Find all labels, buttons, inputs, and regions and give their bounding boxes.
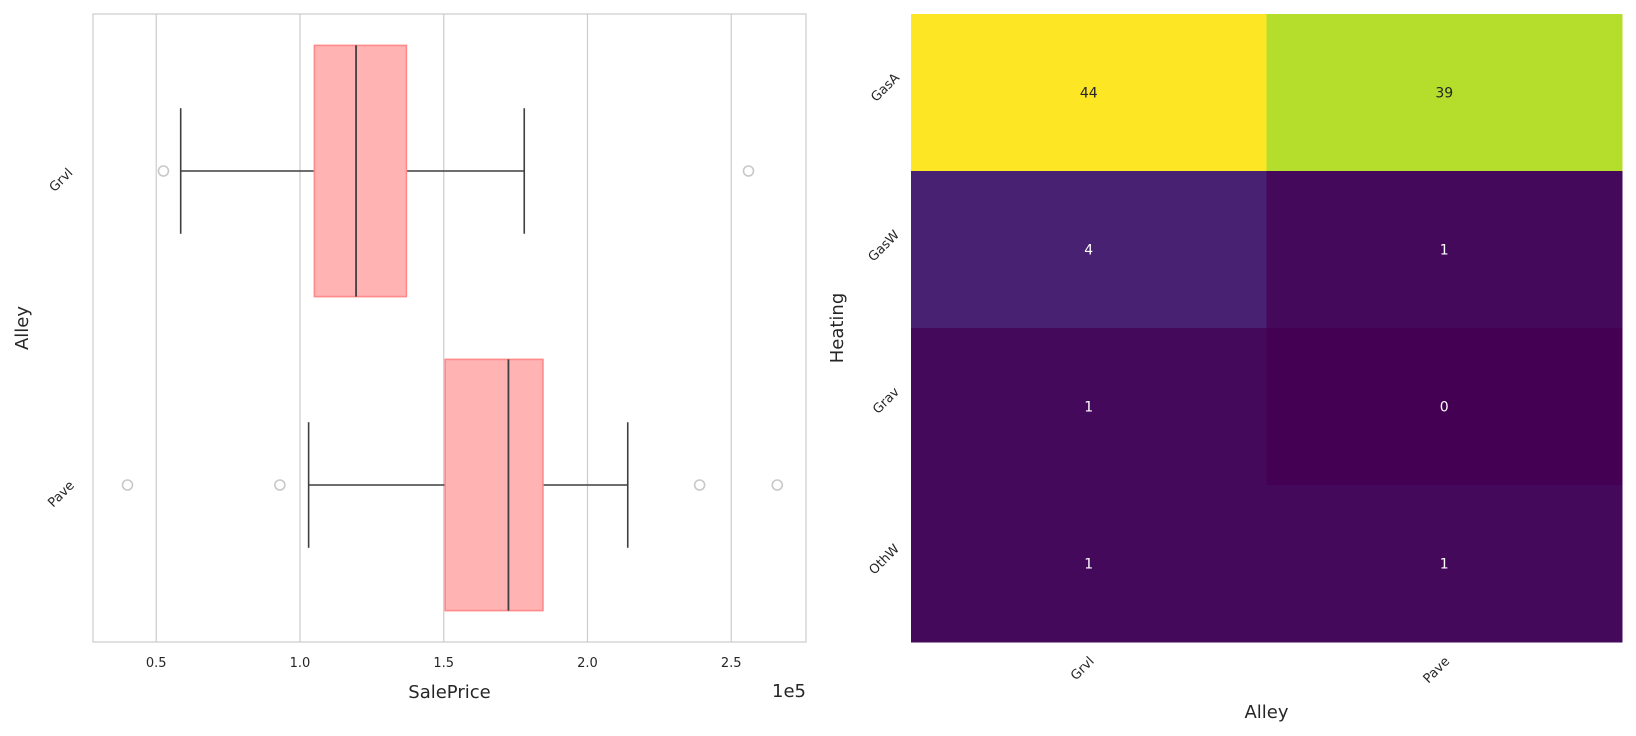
box-outlier (121, 479, 134, 491)
boxplot-y-axis-label: Alley (12, 306, 33, 350)
heatmap-cell (1266, 328, 1623, 486)
heatmap-y-tick-label: GasA (868, 71, 903, 106)
heatmap-cell (1266, 485, 1623, 643)
heatmap-cell-value: 4 (1084, 243, 1093, 259)
heatmap-x-ticks: Grvl Pave (1068, 654, 1453, 686)
heatmap-cells (911, 14, 1623, 643)
heatmap-cell-value: 1 (1084, 400, 1093, 416)
heatmap-cell (1266, 171, 1623, 329)
heatmap-y-tick-label: GasW (866, 228, 903, 265)
boxplot-chart: 0.5 1.0 1.5 2.0 2.5 Grvl Pave 1e5 SalePrice A… (12, 13, 807, 703)
boxplot-x-tick-label: 0.5 (146, 656, 167, 671)
boxplot-x-tick-label: 1.5 (433, 656, 454, 671)
box-outlier (693, 479, 706, 491)
heatmap-chart: 44 39 4 1 1 0 1 1 Grvl Pave GasA GasW Grav OthW All… (827, 14, 1623, 723)
boxplot-y-tick-label: Pave (45, 478, 77, 510)
boxplot-y-tick-label: Grvl (47, 166, 77, 196)
box-outlier (157, 165, 170, 177)
heatmap-value-labels: 44 39 4 1 1 0 1 1 (1080, 86, 1453, 573)
boxplot-y-ticks: Grvl Pave (45, 166, 77, 511)
heatmap-cell-value: 1 (1084, 557, 1093, 573)
boxplot-x-ticks: 0.5 1.0 1.5 2.0 2.5 (146, 656, 742, 671)
boxplot-x-tick-label: 1.0 (290, 656, 311, 671)
heatmap-y-tick-label: Grav (870, 385, 903, 418)
box-outlier (742, 165, 755, 177)
box-pave (121, 358, 784, 612)
heatmap-x-tick-label: Grvl (1068, 654, 1098, 684)
heatmap-x-axis-label: Alley (1244, 702, 1288, 723)
boxplot-x-tick-label: 2.5 (721, 656, 742, 671)
box-iqr (444, 358, 544, 612)
boxplot-marks (121, 44, 784, 612)
heatmap-cell-value: 0 (1440, 400, 1449, 416)
heatmap-cell (911, 14, 1267, 172)
box-outlier (771, 479, 784, 491)
heatmap-x-tick-label: Pave (1421, 654, 1453, 686)
box-outlier (274, 479, 286, 491)
heatmap-cell-value: 39 (1435, 86, 1453, 102)
heatmap-cell-value: 1 (1440, 243, 1449, 259)
boxplot-x-axis-label: SalePrice (408, 682, 490, 703)
boxplot-x-tick-label: 2.0 (577, 656, 598, 671)
heatmap-y-tick-label: OthW (866, 542, 902, 578)
heatmap-y-ticks: GasA GasW Grav OthW (866, 71, 903, 578)
heatmap-y-axis-label: Heating (827, 293, 848, 364)
box-grvl (157, 44, 755, 298)
heatmap-cell (911, 328, 1267, 486)
boxplot-x-scale-label: 1e5 (772, 681, 806, 702)
heatmap-cell-value: 1 (1440, 557, 1449, 573)
boxplot-gridlines (155, 14, 732, 642)
heatmap-cell (911, 171, 1267, 329)
heatmap-cell-value: 44 (1080, 86, 1098, 102)
heatmap-cell (911, 485, 1267, 643)
heatmap-cell (1266, 14, 1623, 172)
box-iqr (313, 44, 408, 298)
